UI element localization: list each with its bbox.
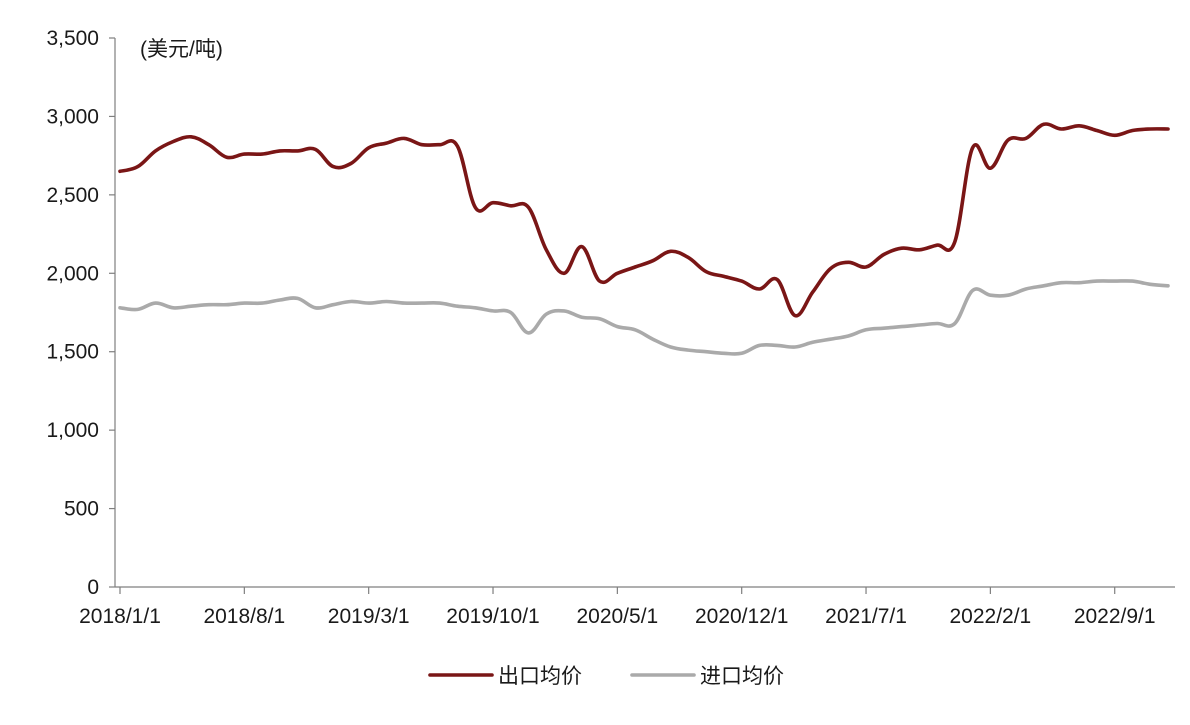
y-tick-label: 0 xyxy=(87,576,99,599)
series-line-export xyxy=(118,122,1170,318)
x-tick-label: 2022/9/1 xyxy=(1074,605,1156,628)
y-tick-label: 1,000 xyxy=(46,419,99,442)
legend-label-export: 出口均价 xyxy=(498,665,582,688)
y-tick-label: 500 xyxy=(64,498,99,521)
series-line-import xyxy=(118,279,1170,356)
y-tick-labels: 0 500 1,000 1,500 2,000 2,500 3,000 3,500 xyxy=(46,27,99,599)
x-tick-label: 2022/2/1 xyxy=(949,605,1031,628)
y-tick-label: 2,000 xyxy=(46,262,99,285)
x-tick-label: 2020/12/1 xyxy=(695,605,788,628)
x-tick-label: 2020/5/1 xyxy=(576,605,658,628)
y-tick-label: 1,500 xyxy=(46,341,99,364)
legend-label-import: 进口均价 xyxy=(700,665,784,688)
y-tick-label: 3,000 xyxy=(46,105,99,128)
x-tick-label: 2018/8/1 xyxy=(203,605,285,628)
x-tick-label: 2018/1/1 xyxy=(79,605,161,628)
axes-group xyxy=(109,37,1175,594)
x-tick-labels: 2018/1/1 2018/8/1 2019/3/1 2019/10/1 2020/5/… xyxy=(79,605,1155,628)
y-tick-label: 2,500 xyxy=(46,184,99,207)
x-tick-label: 2019/3/1 xyxy=(328,605,410,628)
y-unit-label: (美元/吨) xyxy=(140,38,223,61)
y-tick-label: 3,500 xyxy=(46,27,99,50)
series-group xyxy=(118,122,1170,356)
x-tick-label: 2021/7/1 xyxy=(825,605,907,628)
x-tick-label: 2019/10/1 xyxy=(446,605,539,628)
legend: 出口均价 进口均价 xyxy=(428,665,784,688)
